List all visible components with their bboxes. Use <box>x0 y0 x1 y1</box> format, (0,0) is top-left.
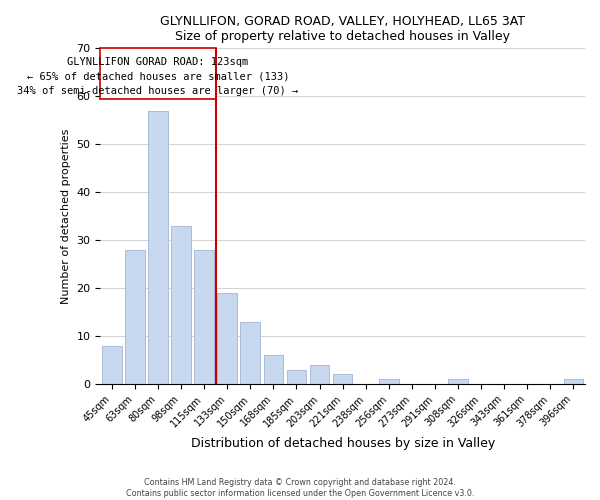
Text: 34% of semi-detached houses are larger (70) →: 34% of semi-detached houses are larger (… <box>17 86 299 96</box>
Title: GLYNLLIFON, GORAD ROAD, VALLEY, HOLYHEAD, LL65 3AT
Size of property relative to : GLYNLLIFON, GORAD ROAD, VALLEY, HOLYHEAD… <box>160 15 525 43</box>
Text: ← 65% of detached houses are smaller (133): ← 65% of detached houses are smaller (13… <box>27 72 289 82</box>
Bar <box>102 346 122 384</box>
Bar <box>379 379 398 384</box>
Bar <box>241 322 260 384</box>
Bar <box>563 379 583 384</box>
Bar <box>171 226 191 384</box>
Bar <box>194 250 214 384</box>
Bar <box>148 110 168 384</box>
Bar <box>287 370 306 384</box>
Bar <box>310 365 329 384</box>
Bar <box>333 374 352 384</box>
Bar <box>263 356 283 384</box>
Text: GLYNLLIFON GORAD ROAD: 123sqm: GLYNLLIFON GORAD ROAD: 123sqm <box>67 57 248 67</box>
Y-axis label: Number of detached properties: Number of detached properties <box>61 128 71 304</box>
Bar <box>217 293 237 384</box>
Text: Contains HM Land Registry data © Crown copyright and database right 2024.
Contai: Contains HM Land Registry data © Crown c… <box>126 478 474 498</box>
X-axis label: Distribution of detached houses by size in Valley: Distribution of detached houses by size … <box>191 437 495 450</box>
Bar <box>100 48 215 98</box>
Bar <box>125 250 145 384</box>
Bar <box>448 379 468 384</box>
